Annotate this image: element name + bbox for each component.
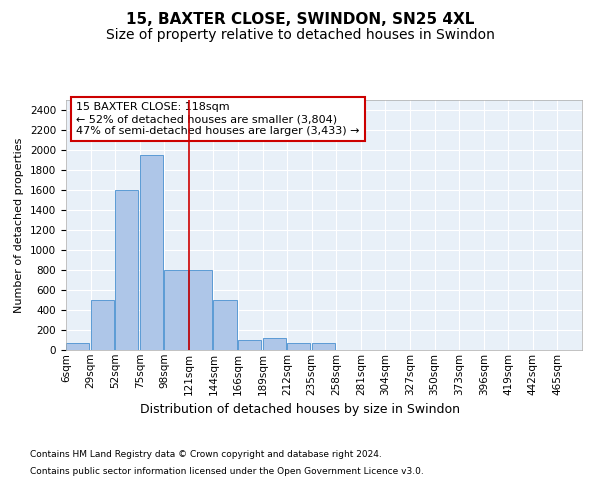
Bar xyxy=(164,270,188,350)
Text: 15 BAXTER CLOSE: 118sqm
← 52% of detached houses are smaller (3,804)
47% of semi: 15 BAXTER CLOSE: 118sqm ← 52% of detache… xyxy=(76,102,360,136)
Bar xyxy=(66,342,89,350)
Text: Contains HM Land Registry data © Crown copyright and database right 2024.: Contains HM Land Registry data © Crown c… xyxy=(30,450,382,459)
Text: Contains public sector information licensed under the Open Government Licence v3: Contains public sector information licen… xyxy=(30,468,424,476)
Bar xyxy=(115,190,139,350)
Y-axis label: Number of detached properties: Number of detached properties xyxy=(14,138,25,312)
Bar xyxy=(312,342,335,350)
Bar xyxy=(91,300,114,350)
Text: Distribution of detached houses by size in Swindon: Distribution of detached houses by size … xyxy=(140,402,460,415)
Text: 15, BAXTER CLOSE, SWINDON, SN25 4XL: 15, BAXTER CLOSE, SWINDON, SN25 4XL xyxy=(126,12,474,28)
Bar xyxy=(140,155,163,350)
Bar xyxy=(214,300,237,350)
Bar xyxy=(263,338,286,350)
Bar xyxy=(287,342,310,350)
Bar xyxy=(189,270,212,350)
Bar xyxy=(238,340,262,350)
Text: Size of property relative to detached houses in Swindon: Size of property relative to detached ho… xyxy=(106,28,494,42)
